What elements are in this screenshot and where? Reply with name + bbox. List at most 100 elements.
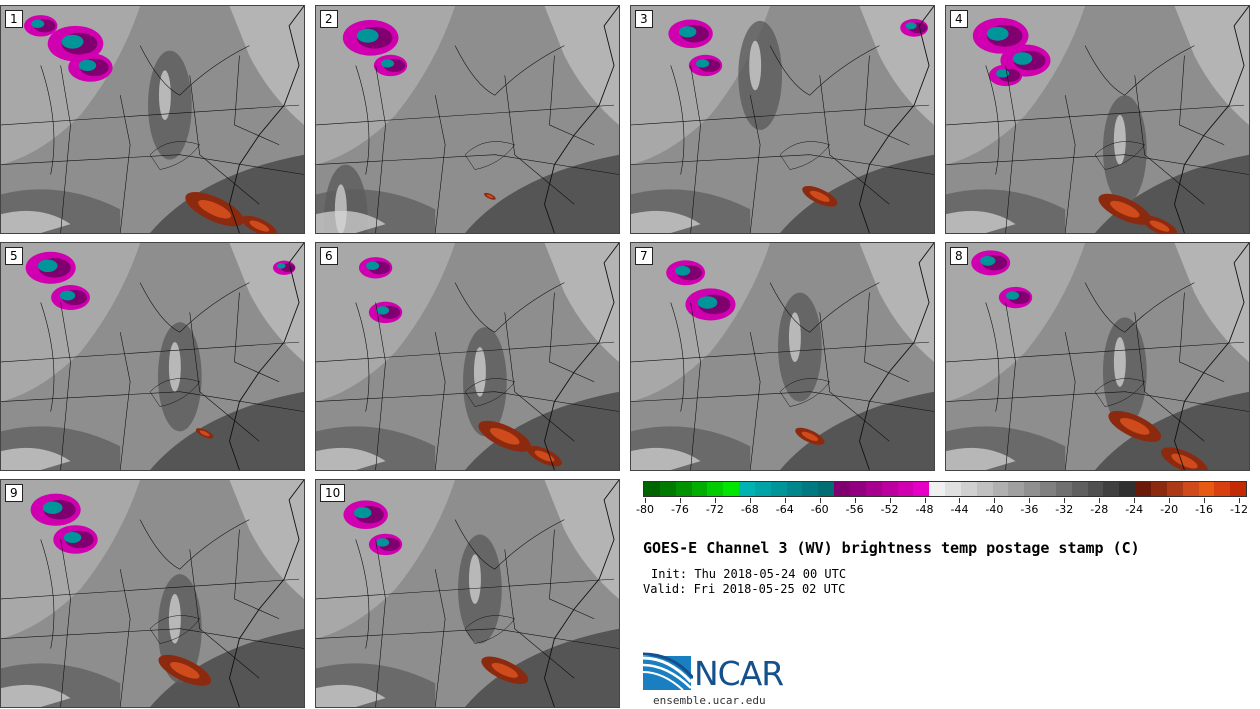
colorbar-tick	[1099, 498, 1101, 503]
water-vapor-map	[1, 6, 304, 233]
cold-cloud-top	[68, 53, 113, 82]
colorbar-segment	[1214, 482, 1231, 496]
colorbar-tick-label: -56	[845, 503, 864, 516]
colorbar-tick	[749, 498, 751, 503]
colorbar-tick-label: -32	[1055, 503, 1074, 516]
colorbar-segment	[723, 482, 740, 496]
ncar-logo-text: NCAR	[694, 654, 784, 693]
map-boundaries	[316, 243, 619, 470]
cold-cloud-top	[685, 288, 736, 321]
colorbar-tick	[784, 498, 786, 503]
colorbar-segment	[865, 482, 882, 496]
colorbar-tick-label: -16	[1195, 503, 1214, 516]
member-label: 3	[635, 10, 653, 28]
init-time: Init: Thu 2018-05-24 00 UTC	[651, 567, 847, 581]
colorbar-segment	[691, 482, 708, 496]
postage-stamp-panel-4: 4	[945, 5, 1250, 234]
colorbar-segment	[849, 482, 866, 496]
colorbar-labels: -80 -76 -72 -68 -64 -60 -56 -52 -48 -44 -40 -36 -32 -…	[636, 498, 1248, 520]
colorbar-tick	[1029, 498, 1031, 503]
colorbar-tick	[645, 498, 646, 503]
cold-cloud-top	[900, 18, 929, 37]
map-boundaries	[316, 480, 619, 707]
colorbar-tick-label: -28	[1090, 503, 1109, 516]
colorbar-segment	[1230, 482, 1247, 496]
figure-title: GOES-E Channel 3 (WV) brightness temp po…	[643, 539, 1140, 557]
member-label: 7	[635, 247, 653, 265]
colorbar-tick	[959, 498, 961, 503]
colorbar-segment	[1135, 482, 1151, 496]
water-vapor-map	[946, 6, 1249, 233]
cold-cloud-top	[998, 286, 1033, 309]
colorbar-tick	[994, 498, 996, 503]
member-label: 10	[320, 484, 346, 502]
colorbar-tick-label: -64	[775, 503, 794, 516]
map-boundaries	[631, 6, 934, 233]
colorbar-tick-label: -12	[1230, 503, 1248, 516]
colorbar-tick-label: -80	[636, 503, 654, 516]
water-vapor-map	[631, 6, 934, 233]
colorbar-tick	[924, 498, 926, 503]
cold-cloud-top	[971, 250, 1011, 276]
colorbar-segment	[834, 482, 850, 496]
colorbar-tick-label: -72	[705, 503, 724, 516]
website-url: ensemble.ucar.edu	[653, 694, 766, 707]
colorbar-tick-label: -44	[950, 503, 969, 516]
colorbar-segment	[754, 482, 771, 496]
member-label: 8	[950, 247, 968, 265]
colorbar-segment	[1040, 482, 1056, 496]
colorbar-tick-label: -20	[1160, 503, 1179, 516]
colorbar-segment	[1103, 482, 1120, 496]
colorbar-segment	[897, 482, 914, 496]
colorbar-tick	[819, 498, 821, 503]
colorbar-tick	[714, 498, 716, 503]
cold-cloud-top	[358, 257, 393, 279]
colorbar-tick	[679, 498, 681, 503]
colorbar-tick-label: -40	[985, 503, 1004, 516]
colorbar-segment	[976, 482, 993, 496]
colorbar-segment	[770, 482, 787, 496]
colorbar-segment	[929, 482, 946, 496]
map-boundaries	[1, 6, 304, 233]
postage-stamp-panel-1: 1	[0, 5, 305, 234]
cold-cloud-top	[972, 17, 1029, 54]
colorbar-segment	[659, 482, 676, 496]
colorbar-tick	[889, 498, 891, 503]
colorbar-segment	[739, 482, 755, 496]
postage-stamp-panel-5: 5	[0, 242, 305, 471]
member-label: 2	[320, 10, 338, 28]
colorbar-segment	[802, 482, 819, 496]
cold-cloud-top	[666, 260, 706, 286]
member-label: 1	[5, 10, 23, 28]
cold-cloud-top	[368, 301, 403, 324]
colorbar-tick	[854, 498, 856, 503]
water-vapor-map	[946, 243, 1249, 470]
colorbar-segment	[1071, 482, 1088, 496]
cold-cloud-top	[25, 251, 76, 284]
colorbar-tick	[1134, 498, 1136, 503]
colorbar-segment	[1166, 482, 1183, 496]
map-boundaries	[946, 243, 1249, 470]
colorbar-tick	[1169, 498, 1171, 503]
map-boundaries	[1, 480, 304, 707]
cold-cloud-top	[368, 533, 403, 556]
cold-cloud-top	[668, 19, 713, 49]
colorbar-tick	[1204, 498, 1206, 503]
colorbar-segment	[1055, 482, 1072, 496]
colorbar-segment	[960, 482, 977, 496]
cold-cloud-top	[342, 19, 399, 56]
member-label: 6	[320, 247, 338, 265]
member-label: 4	[950, 10, 968, 28]
water-vapor-map	[1, 243, 304, 470]
colorbar	[643, 481, 1247, 497]
colorbar-tick-label: -76	[670, 503, 689, 516]
colorbar-segment	[1008, 482, 1025, 496]
map-boundaries	[946, 6, 1249, 233]
postage-stamp-panel-3: 3	[630, 5, 935, 234]
map-boundaries	[316, 6, 619, 233]
colorbar-segment	[818, 482, 835, 496]
cold-cloud-top	[47, 25, 104, 62]
colorbar-tick-label: -36	[1020, 503, 1039, 516]
postage-stamp-panel-9: 9	[0, 479, 305, 708]
postage-stamp-panel-6: 6	[315, 242, 620, 471]
